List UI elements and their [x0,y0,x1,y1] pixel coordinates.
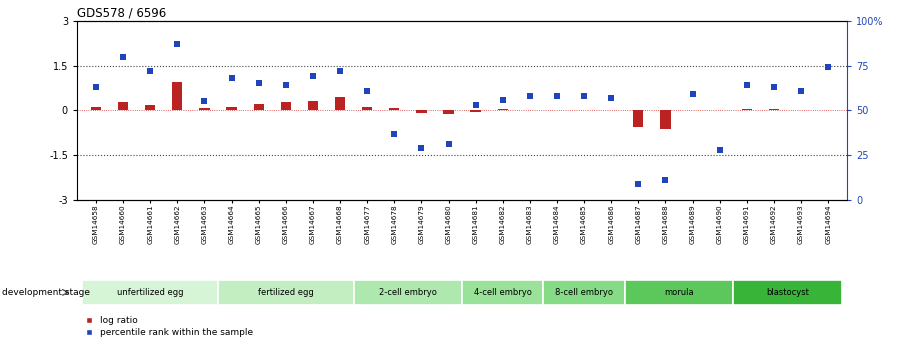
Bar [443,110,454,114]
Bar [281,102,291,110]
Bar [82,280,218,305]
Bar [633,110,643,127]
Text: 2-cell embryo: 2-cell embryo [379,288,437,297]
Bar [389,108,400,110]
Bar [226,107,236,110]
Bar [118,102,129,110]
Bar [353,280,462,305]
Bar [199,108,209,110]
Text: morula: morula [664,288,694,297]
Bar [462,280,544,305]
Bar [416,110,427,113]
Text: blastocyst: blastocyst [766,288,809,297]
Bar [91,107,101,110]
Text: 4-cell embryo: 4-cell embryo [474,288,532,297]
Bar [733,280,842,305]
Bar [470,110,481,111]
Bar [544,280,625,305]
Bar [145,105,155,110]
Bar [362,107,372,110]
Legend: log ratio, percentile rank within the sample: log ratio, percentile rank within the sa… [82,313,256,341]
Text: unfertilized egg: unfertilized egg [117,288,184,297]
Bar [525,109,535,110]
Text: development stage: development stage [2,288,90,297]
Bar [497,109,508,110]
Bar [172,82,182,110]
Bar [254,104,264,110]
Bar [218,280,353,305]
Bar [625,280,733,305]
Text: 8-cell embryo: 8-cell embryo [555,288,613,297]
Bar [742,109,752,110]
Bar [308,101,318,110]
Text: GDS578 / 6596: GDS578 / 6596 [77,7,167,20]
Text: fertilized egg: fertilized egg [258,288,313,297]
Bar [335,97,345,110]
Bar [769,109,779,110]
Bar [660,110,670,129]
